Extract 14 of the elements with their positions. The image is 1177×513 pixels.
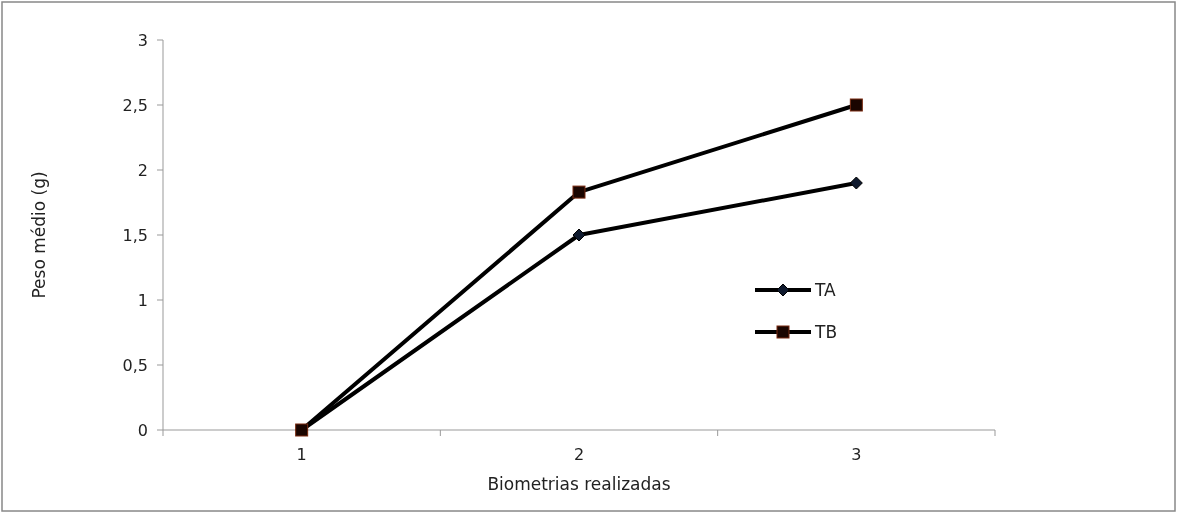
y-tick-label: 1,5 — [122, 225, 148, 245]
y-tick-label: 2,5 — [122, 95, 148, 115]
y-tick-label: 0 — [137, 420, 148, 440]
y-tick-label: 1 — [137, 290, 148, 310]
y-tick-label: 0,5 — [122, 355, 148, 375]
x-tick-label: 2 — [573, 445, 585, 464]
x-tick-label: 1 — [296, 445, 307, 464]
x-axis-title: Biometrias realizadas — [487, 474, 671, 494]
legend-label: TB — [814, 321, 838, 342]
y-tick-label: 3 — [137, 30, 148, 50]
legend-label: TA — [814, 279, 837, 300]
y-tick-label: 2 — [137, 160, 148, 180]
x-tick-label: 3 — [851, 445, 862, 464]
y-axis-title: Peso médio (g) — [29, 171, 49, 299]
